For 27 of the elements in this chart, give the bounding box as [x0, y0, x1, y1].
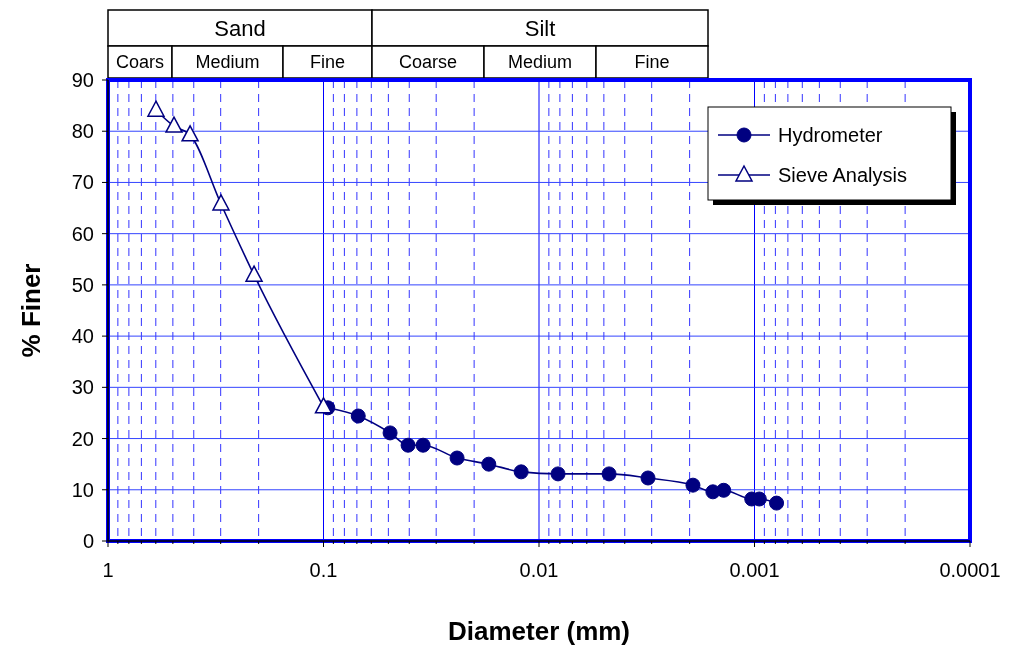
x-axis-title: Diameter (mm) — [447, 616, 631, 646]
text: Medium — [195, 52, 260, 72]
y-tick-label: 10 — [71, 478, 94, 501]
y-tick-label: 80 — [71, 120, 94, 143]
text: Sand — [214, 16, 266, 41]
text: Coars — [115, 52, 165, 72]
x-tick-label: 0.001 — [729, 559, 780, 581]
y-tick-label: 20 — [71, 427, 94, 450]
x-tick-label: 0.0001 — [939, 559, 1001, 581]
x-tick-label: 1 — [102, 559, 114, 581]
text: Medium — [507, 52, 573, 72]
text: Fine — [634, 52, 670, 72]
y-tick-label: 50 — [71, 273, 94, 296]
x-tick-label: 0.1 — [309, 559, 338, 581]
y-tick-label: 0 — [82, 530, 94, 552]
text: Silt — [524, 16, 556, 41]
x-tick-label: 0.01 — [519, 559, 559, 581]
y-tick-label: 30 — [71, 376, 94, 399]
legend-label: Sieve Analysis — [778, 164, 907, 186]
text: Fine — [309, 52, 346, 72]
legend-label: Hydrometer — [778, 124, 883, 146]
y-tick-label: 40 — [71, 325, 94, 348]
y-tick-label: 60 — [71, 222, 94, 245]
y-tick-label: 70 — [71, 171, 94, 194]
y-axis-title: % Finer — [16, 263, 46, 358]
text: Coarse — [398, 52, 458, 72]
y-tick-label: 90 — [71, 69, 94, 91]
